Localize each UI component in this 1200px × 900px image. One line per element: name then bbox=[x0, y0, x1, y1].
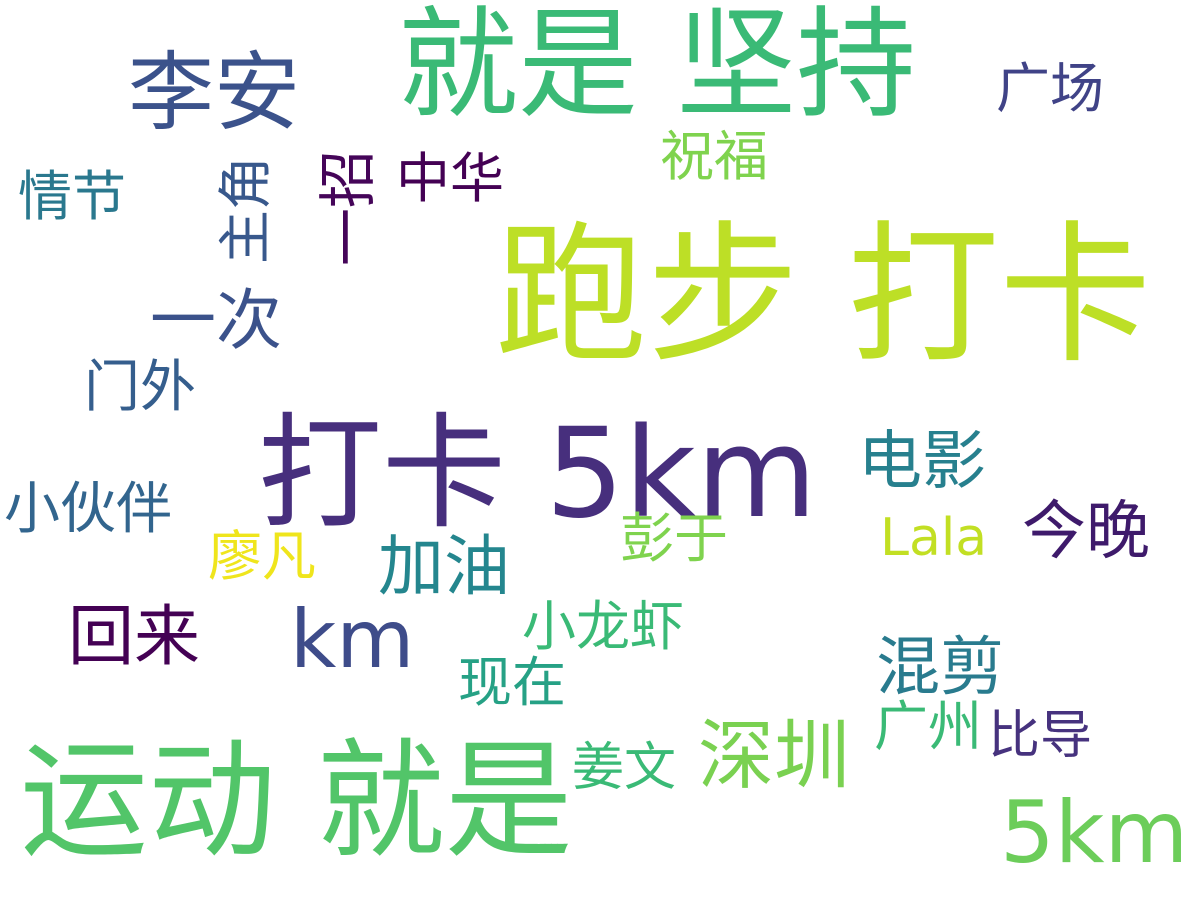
word-zhonghua: 中华 bbox=[396, 147, 504, 210]
word-zhujiao: 主角 bbox=[214, 156, 277, 264]
word-shenzhen: 深圳 bbox=[698, 711, 850, 800]
word-xiaolongxia: 小龙虾 bbox=[522, 595, 684, 658]
word-zhufu: 祝福 bbox=[660, 125, 768, 188]
word-paobu-daka: 跑步 打卡 bbox=[495, 207, 1152, 384]
word-menwai: 门外 bbox=[84, 355, 196, 420]
word-lian: 李安 bbox=[128, 43, 300, 143]
word-xianzai: 现在 bbox=[458, 651, 566, 714]
word-qingjie: 情节 bbox=[18, 165, 126, 228]
word-km: km bbox=[290, 593, 415, 686]
word-hunjian: 混剪 bbox=[876, 631, 1004, 705]
word-guangchang: 广场 bbox=[996, 57, 1104, 120]
word-yizhao: 一招 bbox=[314, 149, 383, 267]
word-lala: Lala bbox=[880, 508, 988, 568]
word-jiangwen: 姜文 bbox=[572, 738, 677, 798]
word-huilai: 回来 bbox=[68, 598, 200, 675]
word-jiayou: 加油 bbox=[378, 528, 510, 605]
word-guangzhou: 广州 bbox=[874, 695, 982, 758]
word-jinwan: 今晚 bbox=[1022, 495, 1150, 569]
word-pengyu: 彭于 bbox=[620, 507, 728, 570]
word-liaofan: 廖凡 bbox=[208, 525, 316, 588]
word-yici: 一次 bbox=[150, 282, 282, 359]
word-5km-small: 5km bbox=[1000, 783, 1189, 883]
word-bidao: 比导 bbox=[988, 706, 1093, 766]
word-jiushi-jianchi: 就是 坚持 bbox=[398, 0, 917, 135]
word-daka-5km: 打卡 5km bbox=[258, 402, 817, 546]
word-xiaohuoban: 小伙伴 bbox=[4, 477, 172, 542]
word-dianying: 电影 bbox=[858, 425, 986, 499]
word-yundong-jiushi: 运动 就是 bbox=[20, 727, 573, 876]
